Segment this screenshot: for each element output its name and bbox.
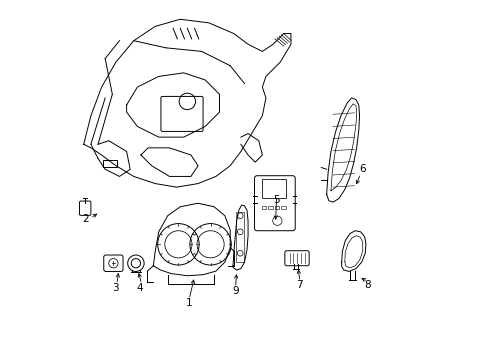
Text: 4: 4 <box>137 283 143 293</box>
Bar <box>261 179 285 198</box>
Text: 7: 7 <box>296 280 303 291</box>
Bar <box>103 159 117 167</box>
Text: 8: 8 <box>364 280 370 291</box>
Text: 3: 3 <box>112 283 118 293</box>
Text: 5: 5 <box>273 195 280 204</box>
Bar <box>235 212 244 262</box>
Bar <box>261 206 266 209</box>
Text: 2: 2 <box>82 214 89 224</box>
Text: 1: 1 <box>185 298 192 308</box>
Bar <box>281 206 285 209</box>
Text: 6: 6 <box>358 164 365 174</box>
Text: 9: 9 <box>232 287 239 296</box>
Bar <box>274 206 279 209</box>
Bar <box>267 206 272 209</box>
